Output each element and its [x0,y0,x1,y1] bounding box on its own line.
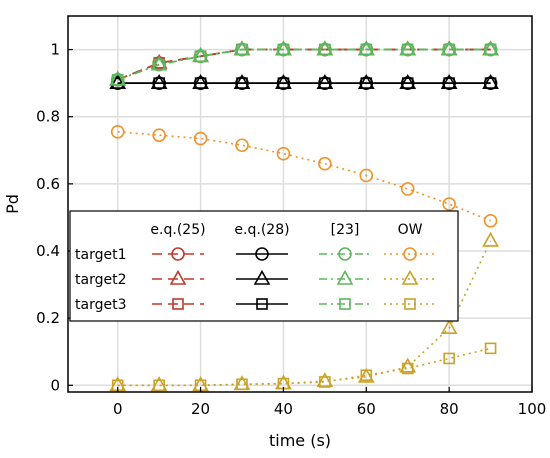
point-OW-target1-7 [400,182,415,196]
point-OW-target1-0 [110,125,125,139]
legend-box [69,210,459,322]
point-eq28-target3-2 [194,77,207,89]
point-OW-target3-5 [319,376,331,388]
point-ref23-target3-1 [153,58,165,71]
legend-marker-eq25-target2 [169,269,187,285]
legend: e.q.(25) e.q.(28) [23] OW target1 target2 targ… [69,210,459,322]
series-lines [117,48,492,387]
point-OW-target2-9 [482,231,499,247]
point-eq28-target3-6 [360,77,373,89]
point-ref23-target3-7 [401,43,414,56]
point-OW-target3-7 [401,362,414,375]
series-line-ref23-target3 [117,48,491,81]
point-OW-target2-7 [399,357,417,373]
point-ref23-target3-6 [360,43,373,56]
legend-marker-eq25-target1 [171,247,185,261]
legend-marker-ref23-target1 [338,247,352,261]
point-eq28-target3-8 [443,77,455,89]
x-ticks: 0 20 40 60 80 100 [113,387,546,418]
point-ref23-target3-0 [111,73,124,86]
legend-header-eq25: e.q.(25) [150,222,205,238]
legend-header-ref23: [23] [331,222,360,238]
point-OW-target3-3 [236,378,248,391]
point-eq28-target3-7 [401,77,414,89]
point-OW-target1-6 [359,168,374,183]
point-ref23-target3-3 [236,43,248,56]
point-OW-target2-8 [440,319,458,335]
x-tick-label-0: 0 [113,400,123,418]
point-eq28-target3-1 [153,77,165,89]
y-tick-label-0: 0 [50,376,60,394]
legend-marker-ref23-target2 [336,269,354,285]
series-line-ref23-target2 [117,48,491,81]
point-OW-target1-1 [152,128,166,142]
y-axis-label: Pd [3,194,22,214]
legend-marker-eq25-target3 [172,298,184,310]
point-ref23-target3-8 [443,43,455,56]
point-OW-target1-8 [442,197,456,211]
legend-marker-eq28-target3 [256,298,268,310]
point-eq28-target3-5 [319,77,331,89]
point-OW-target3-8 [443,352,455,365]
legend-marker-ref23-target3 [339,298,351,310]
series-line-OW-target3 [117,347,491,387]
y-tick-label-4: 0.8 [36,108,60,126]
legend-header-OW: OW [398,222,423,238]
series-line-eq25-target2 [117,48,491,81]
point-eq28-target3-9 [484,77,497,89]
point-OW-target1-3 [235,138,249,153]
point-OW-target2-6 [357,367,375,383]
y-tick-label-3: 0.6 [36,175,60,193]
legend-header-eq28: e.q.(28) [234,222,289,238]
plot-frame [67,15,533,393]
legend-row-label-target3: target3 [75,297,126,313]
x-tick-label-2: 40 [274,400,293,418]
point-ref23-target3-9 [484,43,497,56]
legend-row-label-target1: target1 [75,247,126,263]
series-line-eq25-target3 [117,48,491,81]
x-tick-label-1: 20 [191,400,210,418]
point-OW-target1-5 [318,156,332,171]
legend-marker-OW-target1 [403,247,417,261]
x-tick-label-4: 80 [440,400,459,418]
x-axis-label: time (s) [269,431,331,450]
y-tick-label-1: 0.2 [36,309,60,327]
x-tick-label-5: 100 [518,400,547,418]
y-ticks: 0 0.2 0.4 0.6 0.8 1 [36,41,73,394]
x-tick-label-3: 60 [357,400,376,418]
point-OW-target3-9 [484,342,497,355]
point-OW-target3-1 [153,379,165,392]
legend-marker-eq28-target1 [255,247,269,261]
point-ref23-target3-4 [277,43,290,56]
series-line-eq25-target1 [117,48,491,81]
legend-marker-OW-target2 [401,269,419,285]
point-eq28-target3-3 [236,77,248,89]
legend-marker-eq28-target2 [253,269,271,285]
point-OW-target3-6 [360,369,373,382]
point-eq28-target3-4 [277,77,290,89]
y-tick-label-5: 1 [50,41,60,59]
y-tick-label-2: 0.4 [36,242,60,260]
point-OW-target1-9 [483,213,498,228]
point-ref23-target3-2 [194,50,207,63]
legend-marker-OW-target3 [404,298,416,310]
point-OW-target1-4 [276,146,291,161]
point-OW-target1-2 [193,131,208,146]
legend-row-label-target2: target2 [75,272,126,288]
series-line-ref23-target1 [117,48,491,81]
series-line-OW-target1 [117,131,491,222]
point-ref23-target3-5 [319,43,331,56]
